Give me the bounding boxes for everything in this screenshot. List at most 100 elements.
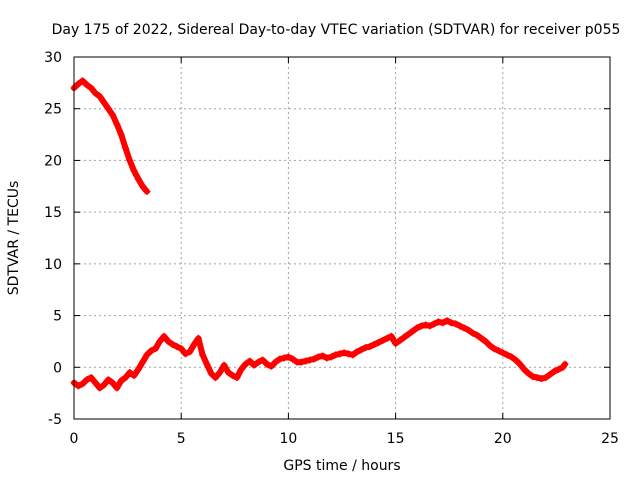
data-point [349, 351, 357, 359]
data-point [156, 337, 164, 345]
data-point [91, 379, 99, 387]
data-point [91, 89, 99, 97]
y-tick-label: 0 [53, 360, 62, 376]
data-point [430, 320, 438, 328]
data-point [409, 327, 417, 335]
data-point [250, 361, 258, 369]
data-point [246, 357, 254, 365]
y-tick-label: 10 [44, 257, 62, 273]
data-point [194, 334, 202, 342]
data-point [121, 374, 129, 382]
data-point [134, 175, 142, 183]
y-tick-label: 20 [44, 153, 62, 169]
data-point [186, 348, 194, 356]
data-point [443, 317, 451, 325]
y-tick-label: 15 [44, 205, 62, 221]
y-axis-title: SDTVAR / TECUs [6, 181, 22, 296]
data-point [340, 349, 348, 357]
data-point [164, 337, 172, 345]
data-point [302, 357, 310, 365]
data-point [143, 351, 151, 359]
data-point [263, 360, 271, 368]
data-point [396, 336, 404, 344]
data-point [160, 332, 168, 340]
data-point [207, 369, 215, 377]
data-point [327, 353, 335, 361]
data-point [289, 355, 297, 363]
data-point [426, 322, 434, 330]
data-point [495, 347, 503, 355]
data-point [516, 360, 524, 368]
data-point [477, 334, 485, 342]
data-point [336, 350, 344, 358]
x-tick-label: 15 [387, 431, 405, 447]
data-point [310, 355, 318, 363]
data-point [276, 355, 284, 363]
data-point [452, 320, 460, 328]
data-point [233, 374, 241, 382]
data-point [499, 349, 507, 357]
data-point [529, 373, 537, 381]
data-point [525, 369, 533, 377]
data-point [392, 339, 400, 347]
data-point [79, 380, 87, 388]
data-point [104, 105, 112, 113]
x-tick-label: 25 [601, 431, 619, 447]
data-point [503, 351, 511, 359]
data-point [130, 167, 138, 175]
data-point [104, 376, 112, 384]
data-point [83, 81, 91, 89]
data-point [126, 156, 134, 164]
data-point [400, 333, 408, 341]
data-point [143, 187, 151, 195]
data-point [237, 365, 245, 373]
data-point [280, 354, 288, 362]
data-point [79, 77, 87, 85]
data-point [173, 343, 181, 351]
data-point [456, 322, 464, 330]
x-tick-label: 5 [177, 431, 186, 447]
data-point [147, 347, 155, 355]
data-point [139, 182, 147, 190]
data-point [413, 324, 421, 332]
data-point [353, 348, 361, 356]
data-point [87, 84, 95, 92]
data-point [542, 374, 550, 382]
data-point [422, 321, 430, 329]
data-point [537, 375, 545, 383]
x-axis-title: GPS time / hours [283, 458, 400, 474]
data-point [139, 358, 147, 366]
data-point [366, 343, 374, 351]
data-point [74, 382, 82, 390]
y-tick-label: 30 [44, 50, 62, 66]
data-point [203, 360, 211, 368]
data-point [117, 377, 125, 385]
data-point [362, 344, 370, 352]
data-point [220, 361, 228, 369]
data-point [242, 360, 250, 368]
data-point [490, 345, 498, 353]
data-point [259, 356, 267, 364]
data-point [96, 384, 104, 392]
data-point [100, 99, 108, 107]
data-point [151, 345, 159, 353]
data-point [181, 350, 189, 358]
y-tick-label: 5 [53, 309, 62, 325]
data-point [297, 358, 305, 366]
data-point [121, 144, 129, 152]
data-point [314, 353, 322, 361]
data-point [357, 346, 365, 354]
data-point [482, 337, 490, 345]
data-point [212, 374, 220, 382]
data-point [447, 319, 455, 327]
grid [74, 57, 610, 419]
data-point [190, 341, 198, 349]
data-point [113, 120, 121, 128]
y-tick-label: -5 [48, 412, 62, 428]
data-point [229, 372, 237, 380]
data-point [439, 319, 447, 327]
axes: 0 5 10 15 20 25 -5 0 5 10 15 20 25 30 [44, 50, 619, 447]
data-point [533, 374, 541, 382]
data-point [216, 368, 224, 376]
